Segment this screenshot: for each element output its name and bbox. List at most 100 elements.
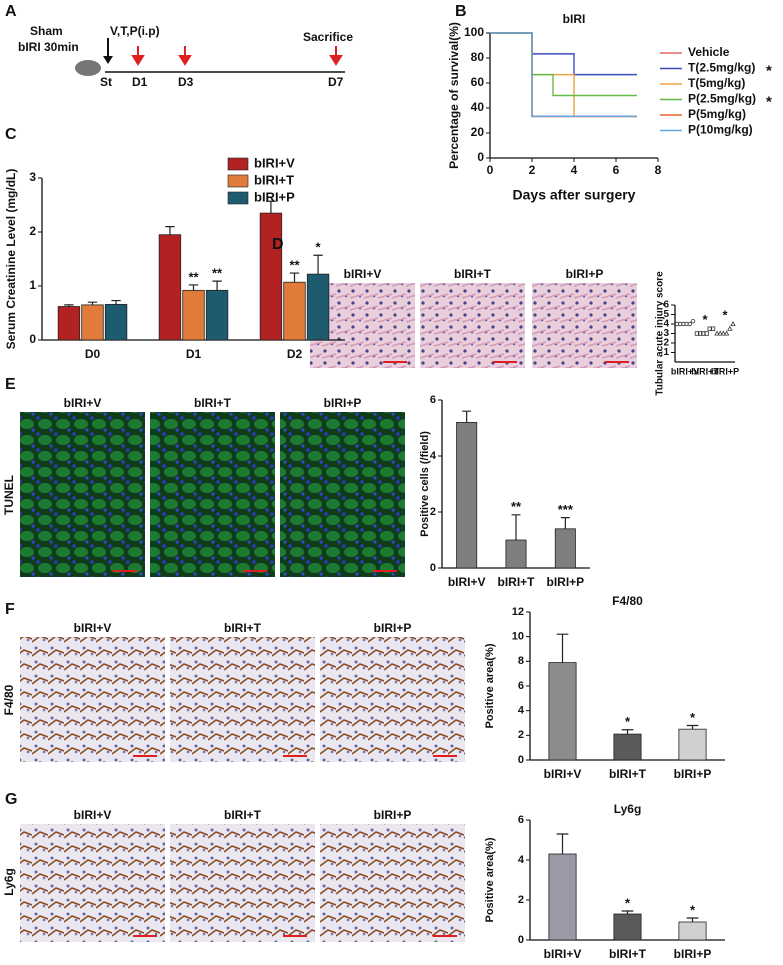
legend-label: Vehicle bbox=[688, 45, 730, 59]
significance: *** bbox=[558, 502, 574, 517]
micrograph bbox=[150, 412, 275, 577]
y-tick-label: 0 bbox=[430, 562, 436, 574]
model-label: bIRI 30min bbox=[18, 40, 79, 54]
legend-label: bIRI+P bbox=[254, 189, 295, 204]
day-label: D7 bbox=[328, 75, 344, 89]
x-tick-label: bIRI+P bbox=[674, 767, 712, 781]
bar bbox=[613, 733, 642, 761]
bar bbox=[104, 303, 128, 341]
micrograph bbox=[20, 637, 165, 762]
micrograph bbox=[532, 283, 637, 368]
bar bbox=[57, 306, 81, 341]
y-axis-label: Positive cells (/field) bbox=[419, 431, 431, 537]
y-tick-label: 2 bbox=[29, 224, 36, 238]
bar bbox=[613, 913, 642, 941]
error-bar bbox=[111, 299, 121, 305]
x-tick-label: D2 bbox=[287, 347, 303, 361]
significance: * bbox=[702, 312, 708, 327]
bar bbox=[548, 853, 577, 941]
y-tick-label: 5 bbox=[663, 309, 669, 320]
data-point bbox=[704, 331, 709, 336]
error-bar bbox=[556, 833, 569, 854]
significance: * bbox=[625, 714, 631, 729]
day-label: D3 bbox=[178, 75, 194, 89]
y-axis-label: Percentage of survival(%) bbox=[447, 22, 461, 169]
significance: ** bbox=[289, 257, 300, 272]
error-bar bbox=[511, 514, 521, 540]
y-axis-label: Positive area(%) bbox=[484, 643, 496, 728]
y-tick-label: 60 bbox=[471, 75, 485, 89]
survival-line bbox=[490, 32, 637, 76]
micrograph bbox=[170, 637, 315, 762]
x-tick-label: bIRI+V bbox=[671, 366, 699, 376]
error-bar bbox=[313, 254, 323, 275]
y-tick-label: 20 bbox=[471, 125, 485, 139]
micrograph bbox=[170, 824, 315, 942]
legend-label: P(10mg/kg) bbox=[688, 123, 753, 137]
data-point bbox=[687, 321, 692, 327]
x-tick-label: 2 bbox=[529, 163, 536, 177]
data-point bbox=[681, 321, 686, 327]
panel-letter: E bbox=[5, 376, 16, 393]
panel-letter: G bbox=[5, 791, 17, 808]
panel-letter: A bbox=[5, 3, 17, 20]
y-tick-label: 4 bbox=[518, 854, 525, 866]
x-tick-label: bIRI+T bbox=[609, 767, 647, 781]
sham-label: Sham bbox=[30, 24, 63, 38]
bar bbox=[306, 273, 330, 341]
x-tick-label: D0 bbox=[85, 347, 101, 361]
data-point bbox=[714, 330, 720, 336]
data-point bbox=[717, 330, 723, 336]
red-arrows bbox=[131, 46, 343, 66]
legend-label: P(5mg/kg) bbox=[688, 107, 746, 121]
x-tick-label: bIRI+P bbox=[674, 947, 712, 961]
error-bar bbox=[87, 301, 98, 305]
error-bar bbox=[560, 517, 570, 529]
error-bar bbox=[212, 280, 222, 291]
bar bbox=[554, 528, 576, 569]
y-tick-label: 10 bbox=[512, 631, 524, 643]
survival-line bbox=[490, 32, 637, 118]
y-tick-label: 8 bbox=[518, 655, 524, 667]
x-tick-label: 0 bbox=[487, 163, 494, 177]
error-bar bbox=[165, 226, 175, 235]
panel-letter: D bbox=[272, 236, 284, 253]
y-tick-label: 3 bbox=[29, 170, 36, 184]
error-bar bbox=[462, 410, 472, 423]
bar bbox=[259, 212, 283, 341]
x-tick-label: bIRI+V bbox=[448, 575, 486, 589]
micrograph bbox=[420, 283, 525, 368]
end-label: Sacrifice bbox=[303, 30, 353, 44]
y-axis-label: Serum Creatinine Level (mg/dL) bbox=[4, 169, 18, 350]
y-tick-label: 0 bbox=[477, 150, 484, 164]
image-label: bIRI+T bbox=[454, 267, 492, 281]
y-tick-label: 40 bbox=[471, 100, 485, 114]
data-point bbox=[690, 318, 696, 324]
data-point bbox=[698, 331, 703, 336]
panel-letter: B bbox=[455, 3, 467, 20]
error-bar bbox=[686, 724, 699, 730]
legend-label: bIRI+T bbox=[254, 172, 294, 187]
image-label: bIRI+T bbox=[224, 808, 262, 822]
image-label: bIRI+V bbox=[64, 396, 102, 410]
error-bar bbox=[556, 633, 569, 663]
panel-letter: C bbox=[5, 126, 17, 143]
y-tick-label: 1 bbox=[29, 278, 36, 292]
treatment-label: V,T,P(i.p) bbox=[110, 24, 160, 38]
stain-label: Ly6g bbox=[2, 868, 16, 896]
x-tick-label: bIRI+V bbox=[544, 947, 582, 961]
y-tick-label: 4 bbox=[518, 705, 525, 717]
error-bar bbox=[266, 200, 276, 214]
y-tick-label: 6 bbox=[518, 814, 524, 826]
x-tick-label: D1 bbox=[186, 347, 202, 361]
micrograph bbox=[20, 412, 145, 577]
micrograph bbox=[280, 412, 405, 577]
x-axis-label: Days after surgery bbox=[513, 187, 636, 203]
y-tick-label: 2 bbox=[518, 894, 524, 906]
stain-label: TUNEL bbox=[2, 475, 16, 515]
error-bar bbox=[64, 304, 74, 307]
bar bbox=[182, 289, 205, 341]
legend-swatch bbox=[227, 174, 249, 188]
image-label: bIRI+P bbox=[374, 621, 412, 635]
